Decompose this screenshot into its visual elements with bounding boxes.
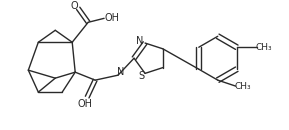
- Text: N: N: [117, 67, 125, 77]
- Text: CH₃: CH₃: [255, 43, 272, 52]
- Text: OH: OH: [105, 13, 120, 23]
- Text: OH: OH: [78, 99, 93, 109]
- Text: S: S: [138, 71, 144, 81]
- Text: O: O: [71, 1, 78, 11]
- Text: CH₃: CH₃: [234, 82, 251, 91]
- Text: N: N: [136, 36, 144, 46]
